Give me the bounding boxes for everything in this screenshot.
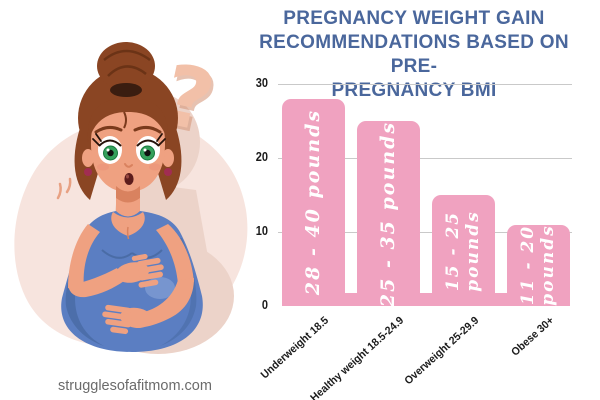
left-eye (92, 133, 122, 164)
pregnant-woman-illustration: ? ? (14, 42, 248, 354)
hair-tie (110, 83, 142, 97)
left-hand (115, 254, 164, 288)
baseline-band (281, 293, 570, 306)
chart-title-line3: PREGNANCY BMI (331, 80, 497, 101)
bar-value-label: 28 - 40 pounds (301, 109, 324, 296)
y-tick-label: 20 (255, 150, 268, 164)
left-eyebrow (94, 125, 123, 134)
bar-value-label: 11 - 20 pounds (517, 224, 558, 306)
chart-title-line1: PREGNANCY WEIGHT GAIN (283, 8, 545, 29)
face (91, 108, 165, 192)
earring-right (164, 168, 172, 176)
y-tick-label: 30 (255, 76, 268, 90)
mouth (124, 173, 134, 185)
bar-value-label: 15 - 25 pounds (442, 209, 483, 292)
right-arm (156, 224, 194, 284)
gridline-20 (278, 158, 572, 159)
x-category-label: Overweight 25-29.9 (402, 314, 482, 388)
hair-fringe (87, 98, 169, 142)
left-arm (68, 224, 100, 290)
right-eyebrow (133, 125, 162, 134)
watermark-url: strugglesofafitmom.com (58, 378, 212, 394)
chart-title-line2: RECOMMENDATIONS BASED ON PRE- (259, 32, 569, 77)
nose (124, 163, 133, 168)
chart-title: PREGNANCY WEIGHT GAIN RECOMMENDATIONS BA… (236, 7, 592, 103)
bar: 15 - 25 pounds (431, 195, 495, 306)
bar: 11 - 20 pounds (506, 224, 570, 306)
right-hand (102, 304, 152, 335)
neckline-skin (111, 212, 145, 236)
gridline-10 (278, 232, 572, 233)
surprise-marks (56, 177, 72, 200)
x-category-label: Underweight 18.5 (258, 314, 332, 382)
earring-left (84, 168, 92, 176)
gridline-30 (278, 84, 572, 85)
x-category-label: Obese 30+ (508, 314, 557, 359)
pregnant-woman (56, 42, 203, 352)
right-eye (136, 133, 166, 164)
y-tick-label: 0 (261, 298, 268, 312)
bar: 25 - 35 pounds (356, 120, 420, 307)
bar-value-label: 25 - 35 pounds (376, 120, 399, 307)
y-tick-label: 10 (255, 224, 268, 238)
bar: 28 - 40 pounds (281, 98, 345, 306)
